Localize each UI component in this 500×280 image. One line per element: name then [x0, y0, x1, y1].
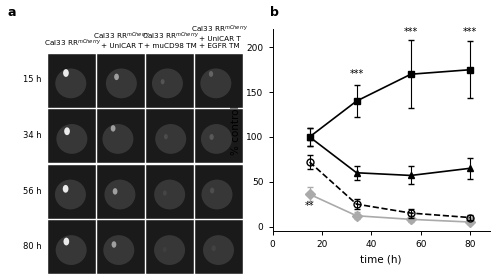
Ellipse shape [112, 188, 117, 195]
Ellipse shape [102, 124, 134, 154]
Ellipse shape [55, 179, 86, 209]
Bar [98, 165, 145, 219]
Ellipse shape [104, 235, 134, 265]
Ellipse shape [202, 179, 232, 209]
Ellipse shape [163, 190, 166, 196]
Bar [98, 109, 145, 163]
Ellipse shape [110, 125, 116, 132]
Ellipse shape [62, 185, 68, 193]
Bar [98, 220, 145, 274]
Y-axis label: % control: % control [230, 106, 240, 155]
Ellipse shape [154, 179, 185, 209]
Ellipse shape [64, 127, 70, 135]
Ellipse shape [155, 124, 186, 154]
Ellipse shape [203, 235, 234, 265]
Ellipse shape [212, 245, 216, 251]
Text: Cal33 RR$^{mCherry}$
+ UniCAR T
+ EGFR TM: Cal33 RR$^{mCherry}$ + UniCAR T + EGFR T… [191, 24, 248, 50]
Text: **: ** [305, 201, 314, 211]
Ellipse shape [210, 134, 214, 140]
Ellipse shape [200, 69, 232, 98]
Text: 34 h: 34 h [22, 131, 41, 140]
Bar [146, 109, 194, 163]
Text: ***: *** [404, 27, 418, 37]
Ellipse shape [56, 235, 86, 265]
Text: 56 h: 56 h [22, 186, 41, 196]
Bar [146, 220, 194, 274]
Bar [195, 53, 242, 108]
Bar [195, 220, 242, 274]
Ellipse shape [163, 247, 166, 252]
Text: Cal33 RR$^{mCherry}$
+ UniCAR T: Cal33 RR$^{mCherry}$ + UniCAR T [93, 31, 150, 50]
Ellipse shape [106, 69, 137, 98]
Ellipse shape [56, 69, 86, 98]
Ellipse shape [63, 69, 69, 77]
Ellipse shape [104, 179, 136, 209]
Ellipse shape [154, 235, 185, 265]
Bar [146, 53, 194, 108]
X-axis label: time (h): time (h) [360, 255, 402, 265]
Bar [146, 165, 194, 219]
Bar [195, 109, 242, 163]
Bar [48, 53, 96, 108]
Ellipse shape [210, 188, 214, 193]
Ellipse shape [201, 124, 232, 154]
Ellipse shape [114, 74, 119, 80]
Bar [48, 165, 96, 219]
Text: Cal33 RR$^{mCherry}$
+ muCD98 TM: Cal33 RR$^{mCherry}$ + muCD98 TM [142, 31, 199, 50]
Text: **: ** [466, 216, 475, 227]
Ellipse shape [160, 79, 164, 84]
Bar [48, 220, 96, 274]
Ellipse shape [64, 238, 69, 246]
Ellipse shape [152, 69, 183, 98]
Ellipse shape [209, 71, 213, 77]
Bar [98, 53, 145, 108]
Bar [195, 165, 242, 219]
Text: Cal33 RR$^{mCherry}$: Cal33 RR$^{mCherry}$ [44, 38, 102, 50]
Text: 80 h: 80 h [22, 242, 41, 251]
Ellipse shape [56, 124, 88, 154]
Text: 15 h: 15 h [22, 76, 41, 85]
Ellipse shape [112, 241, 116, 248]
Bar [48, 109, 96, 163]
Text: ***: *** [463, 27, 477, 37]
Text: ***: *** [350, 69, 364, 79]
Text: b: b [270, 6, 278, 18]
Ellipse shape [164, 134, 168, 139]
Text: a: a [8, 6, 16, 18]
